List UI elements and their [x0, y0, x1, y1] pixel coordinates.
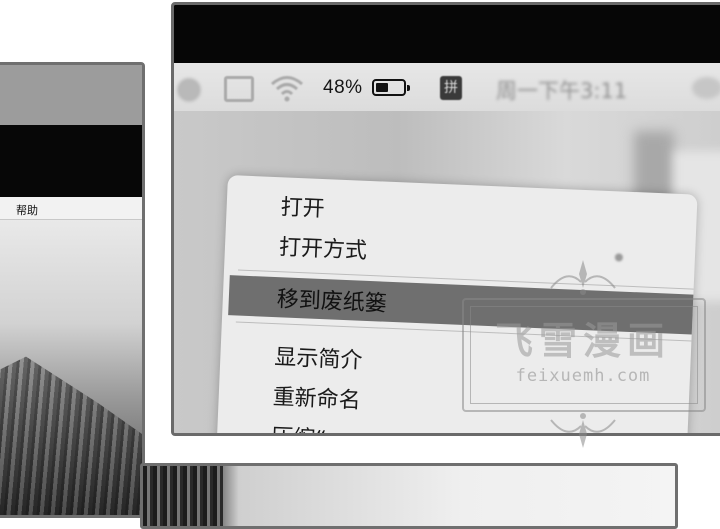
menu-item-open[interactable]: 打开: [280, 195, 326, 223]
ornament-icon: [550, 260, 616, 295]
menu-bar: 帮助: [0, 197, 142, 220]
menu-item-get-info[interactable]: 显示简介: [273, 345, 363, 374]
battery-nub: [407, 85, 410, 91]
watermark: 飞雪漫画 feixuemh.com: [452, 258, 714, 456]
menu-help[interactable]: 帮助: [16, 204, 38, 217]
wifi-icon[interactable]: [270, 73, 304, 103]
watermark-url: feixuemh.com: [515, 366, 651, 386]
battery-fill: [376, 83, 389, 92]
wallpaper-strip: [143, 466, 223, 526]
background-window-bottom: [140, 463, 678, 529]
status-item-blurred: [692, 77, 720, 99]
screen-black-bar: [174, 5, 720, 63]
window-black-bar: [0, 125, 142, 197]
battery-icon[interactable]: [372, 79, 410, 96]
menu-item-open-with[interactable]: 打开方式: [278, 235, 368, 264]
zoomed-screen: 48% 拼 周一下午3:11 打开 打开方式 移到废纸篓 显示简介 重新命名 压…: [171, 2, 720, 436]
status-bar: 48% 拼 周一下午3:11: [174, 63, 720, 111]
desktop-wallpaper: [0, 220, 142, 515]
background-window-left: 帮助: [0, 62, 145, 518]
window-chrome-top: [0, 65, 142, 125]
menu-item-compress[interactable]: 压缩“: [270, 419, 327, 433]
watermark-title: 飞雪漫画: [494, 319, 671, 363]
menu-item-move-to-trash[interactable]: 移到废纸篓: [276, 287, 388, 317]
screen-mirror-icon[interactable]: [176, 77, 202, 103]
display-icon[interactable]: [224, 76, 254, 102]
clock[interactable]: 周一下午3:11: [496, 79, 628, 103]
menu-item-rename[interactable]: 重新命名: [272, 385, 362, 414]
battery-percentage: 48%: [323, 77, 363, 98]
watermark-frame: [462, 298, 706, 412]
wallpaper-cliff: [0, 356, 142, 515]
input-method-icon[interactable]: 拼: [440, 76, 462, 100]
ornament-icon: [550, 413, 616, 448]
